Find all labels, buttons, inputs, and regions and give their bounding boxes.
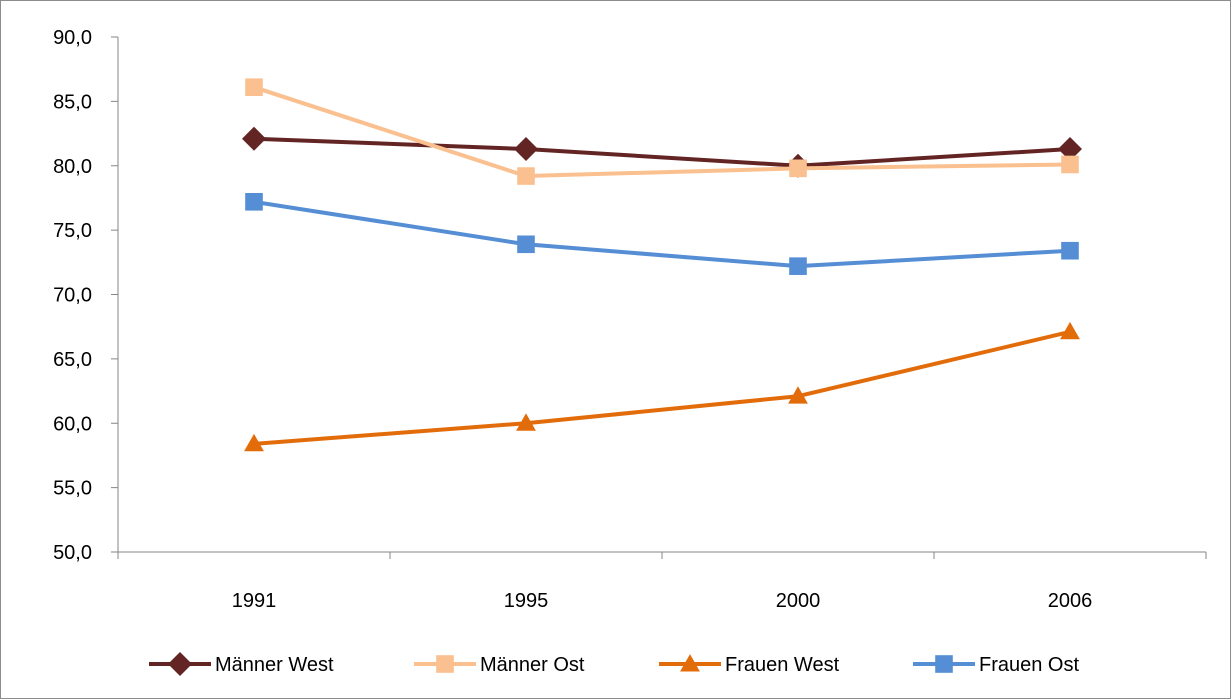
series-line — [253, 136, 1071, 168]
y-tick-label: 55,0 — [53, 478, 92, 500]
data-point — [1060, 321, 1080, 340]
x-tick-label: 1995 — [504, 590, 549, 612]
x-tick-label: 2006 — [1048, 590, 1093, 612]
axes — [117, 37, 1206, 553]
data-point — [789, 257, 807, 275]
data-point — [1061, 155, 1079, 174]
y-tick-label: 60,0 — [53, 413, 92, 435]
legend-entry: Frauen West — [659, 654, 840, 676]
y-tick-label: 70,0 — [53, 285, 92, 307]
data-point — [516, 413, 536, 431]
data-point — [244, 433, 264, 452]
series-1 — [245, 78, 1079, 185]
series-layer — [242, 78, 1082, 452]
y-tick-label: 75,0 — [53, 220, 92, 242]
legend-marker — [436, 655, 454, 673]
legend-entry: Frauen Ost — [913, 654, 1079, 676]
data-point — [1061, 241, 1079, 260]
y-tick-label: 90,0 — [53, 27, 92, 49]
legend-label: Männer Ost — [480, 654, 585, 676]
data-point — [1058, 137, 1082, 162]
series-0 — [242, 126, 1082, 178]
y-tick-label: 65,0 — [53, 349, 92, 371]
y-tick-label: 50,0 — [53, 542, 92, 564]
data-point — [517, 235, 535, 254]
x-tick-label: 2000 — [776, 590, 821, 612]
legend-label: Frauen West — [725, 654, 840, 676]
x-tick-label: 1991 — [232, 590, 277, 612]
y-tick-label: 80,0 — [53, 156, 92, 178]
series-line — [253, 329, 1071, 446]
legend-label: Frauen Ost — [979, 654, 1079, 676]
legend: Männer West Männer Ost Frauen West Frauen O… — [149, 652, 1079, 676]
legend-marker — [935, 655, 953, 673]
legend-marker — [168, 652, 192, 676]
legend-label: Männer West — [215, 654, 334, 676]
data-point — [517, 167, 535, 185]
data-point — [245, 193, 263, 211]
series-2 — [244, 321, 1080, 452]
data-point — [514, 137, 538, 162]
series-line — [253, 85, 1071, 179]
y-axis-ticks: 50,0 55,0 60,0 65,0 70,0 75,0 80,0 85,0 90,0 — [53, 27, 118, 564]
data-point — [789, 159, 807, 178]
legend-marker — [680, 654, 700, 672]
data-point — [245, 78, 263, 97]
data-point — [242, 126, 266, 151]
x-axis-ticks: 1991 1995 2000 2006 — [117, 552, 1207, 612]
series-3 — [245, 193, 1079, 275]
data-point — [788, 386, 808, 404]
legend-entry: Männer West — [149, 652, 334, 676]
y-tick-label: 85,0 — [53, 91, 92, 113]
legend-entry: Männer Ost — [414, 654, 585, 676]
series-line — [253, 199, 1071, 269]
